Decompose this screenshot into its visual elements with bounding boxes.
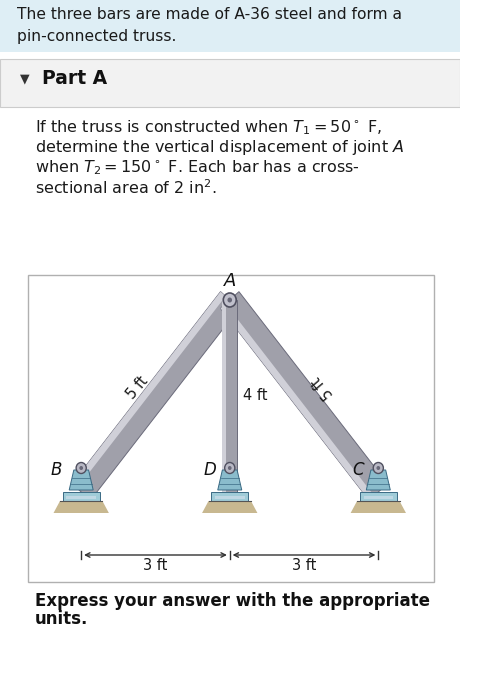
FancyBboxPatch shape [0, 59, 460, 107]
Circle shape [76, 463, 86, 473]
Polygon shape [72, 292, 226, 488]
Polygon shape [223, 300, 227, 492]
Polygon shape [223, 300, 237, 492]
Bar [211, 492, 248, 501]
Text: $C$: $C$ [352, 461, 366, 479]
Polygon shape [202, 501, 257, 513]
Bar [364, 496, 393, 499]
Text: $B$: $B$ [50, 461, 63, 479]
Text: 5 ft: 5 ft [124, 374, 150, 402]
Circle shape [79, 466, 83, 470]
Text: 4 ft: 4 ft [243, 389, 267, 403]
Bar [63, 492, 100, 501]
Polygon shape [367, 470, 390, 490]
Text: 3 ft: 3 ft [143, 558, 168, 573]
Polygon shape [221, 292, 387, 500]
Text: $A$: $A$ [223, 272, 237, 290]
Text: when $T_2 = 150^\circ$ F. Each bar has a cross-: when $T_2 = 150^\circ$ F. Each bar has a… [35, 158, 360, 176]
Bar [28, 275, 434, 582]
Text: determine the vertical displacement of joint $A$: determine the vertical displacement of j… [35, 138, 404, 157]
Circle shape [228, 298, 232, 302]
Circle shape [228, 466, 232, 470]
Polygon shape [218, 470, 242, 490]
Bar [360, 492, 397, 501]
Text: The three bars are made of A-36 steel and form a
pin-connected truss.: The three bars are made of A-36 steel an… [16, 7, 401, 43]
Bar [66, 496, 96, 499]
Text: ▼: ▼ [20, 73, 30, 85]
Bar [215, 496, 245, 499]
Polygon shape [221, 304, 374, 500]
Circle shape [373, 463, 383, 473]
Circle shape [223, 293, 236, 307]
Polygon shape [53, 501, 109, 513]
Text: If the truss is constructed when $T_1 = 50^\circ$ F,: If the truss is constructed when $T_1 = … [35, 118, 382, 136]
Text: sectional area of 2 in$^2$.: sectional area of 2 in$^2$. [35, 178, 217, 197]
Text: 3 ft: 3 ft [292, 558, 316, 573]
Circle shape [376, 466, 380, 470]
Polygon shape [69, 470, 93, 490]
Polygon shape [72, 292, 239, 500]
Polygon shape [351, 501, 406, 513]
Circle shape [225, 463, 235, 473]
Text: Part A: Part A [42, 69, 108, 88]
Text: Express your answer with the appropriate: Express your answer with the appropriate [35, 592, 430, 610]
Text: $D$: $D$ [203, 461, 217, 479]
Text: units.: units. [35, 610, 89, 628]
Bar [0, 0, 460, 52]
Text: 5 ft: 5 ft [309, 374, 336, 402]
